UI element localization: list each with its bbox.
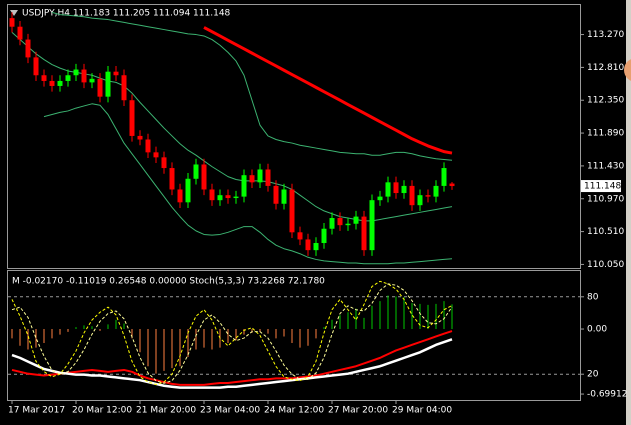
candle-body [225,195,231,199]
candle-body [89,78,95,83]
candle-body [49,80,55,86]
main-panel-frame [7,4,581,269]
candle-body [425,195,431,197]
candle-body [305,239,311,251]
candle-body [33,57,39,76]
candle-body [377,196,383,201]
window-edge [626,0,631,425]
y-tick-label: 113.270 [587,30,624,40]
overlay-line [51,11,453,161]
candle-body [345,223,351,226]
x-tick-label: 29 Mar 04:00 [392,406,452,416]
candle-body [153,152,159,158]
candle-body [297,232,303,240]
overlay-line [43,103,453,265]
candle-body [73,69,79,76]
candle-body [241,175,247,197]
x-tick-label: 24 Mar 12:00 [264,406,324,416]
candle-body [281,189,287,204]
candle-body [137,135,143,140]
indicator-title: M -0.02170 -0.11019 0.26548 0.00000 Stoc… [12,277,325,287]
candle-body [433,185,439,197]
candle-body [401,185,407,194]
candle-body [9,18,15,27]
y-tick-label: 112.350 [587,96,624,106]
indicator-panel-frame [7,270,581,401]
candle-body [329,218,335,229]
candle-body [185,178,191,203]
candle-body [217,195,223,201]
y-tick-label: 111.890 [587,129,624,139]
price-label: 111.148 [584,182,621,192]
x-tick-label: 17 Mar 2017 [8,406,65,416]
overlay-line [203,26,453,155]
y-tick-label: 112.810 [587,63,624,73]
candle-body [145,139,151,153]
candle-body [393,182,399,194]
price-box [581,180,621,193]
candle-body [265,169,271,186]
candle-body [233,196,239,199]
candle-body [449,183,455,187]
candle-body [337,218,343,226]
y2-tick-label: 0.00 [587,325,607,335]
y-tick-label: 20 [587,370,599,380]
y-tick-label: 110.970 [587,194,624,204]
x-tick-label: 21 Mar 20:00 [136,406,196,416]
candle-body [313,243,319,251]
candle-body [417,195,423,206]
candle-body [249,175,255,183]
candle-body [257,169,263,183]
y-tick-label: 110.050 [587,260,624,270]
candle-body [321,228,327,244]
candle-body [209,189,215,201]
x-tick-label: 23 Mar 04:00 [200,406,260,416]
candle-body [369,200,375,251]
candle-body [353,216,359,224]
candle-body [441,168,447,186]
candle-body [65,75,71,81]
candle-body [129,100,135,136]
candle-body [97,78,103,97]
candle-body [201,164,207,190]
y2-tick-label: -0.69912 [587,390,627,400]
candle-body [273,185,279,204]
candle-body [17,26,23,40]
candle-body [121,75,127,101]
indicator-line [11,283,453,384]
candle-body [41,75,47,81]
candle-body [113,71,119,76]
candle-body [177,189,183,203]
candle-body [57,80,63,86]
candle-body [81,69,87,83]
chart-menu-icon[interactable] [10,10,18,16]
candle-body [169,168,175,190]
candle-body [385,182,391,197]
y-tick-label: 110.510 [587,227,624,237]
y-tick-label: 111.430 [587,161,624,171]
indicator-line [11,338,453,389]
indicator-line [11,330,453,386]
candle-body [409,185,415,206]
y-tick-label: 80 [587,292,599,302]
candle-body [25,39,31,58]
chart-title: USDJPY,H4 111.183 111.205 111.094 111.14… [22,9,231,19]
x-tick-label: 20 Mar 12:00 [72,406,132,416]
candle-body [105,71,111,97]
candle-body [161,157,167,169]
candle-body [193,164,199,179]
x-tick-label: 27 Mar 20:00 [328,406,388,416]
edge-widget [624,59,631,81]
candle-body [289,189,295,233]
candle-body [361,216,367,251]
